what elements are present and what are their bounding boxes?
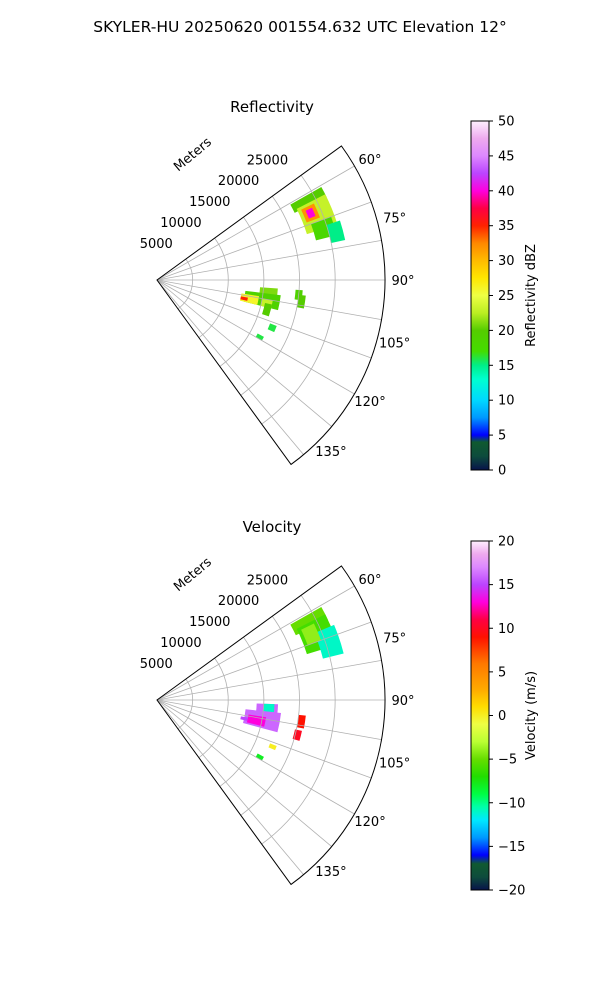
azimuth-tick-label-120: 120° [354, 395, 385, 410]
range-tick-label-5000: 5000 [140, 657, 173, 672]
azimuth-tick-label-105: 105° [379, 337, 410, 352]
azimuth-tick-label-135: 135° [315, 865, 346, 880]
colorbar-label: Velocity (m/s) [524, 671, 539, 760]
colorbar-tick-label: 15 [498, 359, 515, 374]
colorbar-tick-label: 35 [498, 219, 515, 234]
colorbar [470, 120, 490, 471]
colorbar-tick-label: −5 [498, 753, 517, 768]
azimuth-tick-label-120: 120° [354, 815, 385, 830]
range-tick-label-25000: 25000 [247, 153, 288, 168]
azimuth-tick-label-105: 105° [379, 757, 410, 772]
panel-title: Velocity [243, 518, 302, 536]
range-tick-label-15000: 15000 [189, 195, 230, 210]
colorbar-tick-label: 20 [498, 324, 515, 339]
echo-cell-11 [268, 743, 277, 751]
echo-cell-10 [292, 729, 302, 741]
azimuth-tick-label-75: 75° [383, 211, 406, 226]
azimuth-spoke-110 [156, 279, 372, 359]
colorbar-tick-label: 15 [498, 578, 515, 593]
azimuth-tick-label-60: 60° [359, 573, 382, 588]
range-ring-10000 [198, 657, 229, 758]
colorbar-tick-label: 5 [498, 429, 506, 444]
colorbar-tick-label: 10 [498, 394, 515, 409]
azimuth-spoke-120 [156, 699, 355, 815]
colorbar-tick-label: 0 [498, 464, 506, 479]
azimuth-spoke-110 [156, 699, 372, 779]
reflectivity-panel: Reflectivity 5000 10000 15000 20000 25000 Mete… [140, 98, 539, 479]
range-axis-label: Meters [171, 135, 215, 175]
range-tick-label-15000: 15000 [189, 615, 230, 630]
colorbar-tick-label: 25 [498, 289, 515, 304]
range-ring-20000 [240, 196, 300, 396]
azimuth-spoke-60 [156, 165, 355, 281]
colorbar-label: Reflectivity dBZ [524, 244, 539, 347]
colorbar-tick-label: 40 [498, 184, 515, 199]
azimuth-spoke-130 [156, 699, 332, 847]
panel-title: Reflectivity [230, 98, 314, 116]
colorbar-tick-label: 30 [498, 254, 515, 269]
echo-cell-8 [240, 716, 248, 721]
colorbar-tick-label: 45 [498, 149, 515, 164]
colorbar-tick-label: 0 [498, 709, 506, 724]
colorbar-tick-label: −20 [498, 884, 525, 899]
range-tick-label-10000: 10000 [160, 636, 201, 651]
azimuth-tick-label-135: 135° [315, 445, 346, 460]
range-axis-label: Meters [171, 555, 215, 595]
azimuth-spoke-120 [156, 279, 355, 395]
echo-cell-5 [263, 703, 275, 713]
echo-cell-15 [255, 333, 264, 341]
azimuth-spoke-80 [156, 660, 382, 701]
echo-cell-2 [314, 624, 344, 659]
range-ring-25000 [261, 175, 336, 425]
colorbar-tick-label: 10 [498, 622, 515, 637]
range-tick-label-5000: 5000 [140, 237, 173, 252]
range-ring-10000 [198, 237, 229, 338]
sector-frame [156, 145, 386, 466]
azimuth-spoke-70 [156, 201, 372, 281]
echo-cell-0 [290, 187, 327, 213]
range-ring-15000 [219, 636, 265, 787]
echo-cell-3 [301, 623, 322, 646]
colorbar-tick-label: −15 [498, 840, 525, 855]
range-ring-25000 [261, 595, 336, 845]
echo-cell-14 [267, 323, 277, 333]
azimuth-spoke-140 [156, 279, 304, 455]
echo-cell-8 [239, 293, 260, 305]
colorbar-tick-label: −10 [498, 796, 525, 811]
sector-frame [156, 565, 386, 886]
azimuth-spoke-100 [156, 279, 382, 320]
colorbar-tick-label: 50 [498, 115, 515, 130]
azimuth-tick-label-75: 75° [383, 631, 406, 646]
echo-cell-3 [305, 207, 316, 219]
echo-cell-11 [262, 302, 272, 317]
range-tick-label-20000: 20000 [218, 594, 259, 609]
azimuth-spoke-100 [156, 699, 382, 740]
echo-cell-5 [326, 220, 346, 243]
echo-cell-9 [240, 296, 248, 301]
range-tick-label-10000: 10000 [160, 216, 201, 231]
velocity-panel: Velocity 5000 10000 15000 20000 25000 Meters 60… [140, 518, 539, 899]
azimuth-spoke-140 [156, 699, 304, 875]
range-ring-20000 [240, 616, 300, 816]
azimuth-spoke-60 [156, 585, 355, 701]
azimuth-spoke-130 [156, 279, 332, 427]
range-ring-5000 [177, 678, 194, 730]
colorbar-tick-label: 20 [498, 535, 515, 550]
azimuth-spoke-80 [156, 240, 382, 281]
echo-cell-12 [255, 753, 264, 761]
colorbar-tick-label: 5 [498, 665, 506, 680]
azimuth-tick-label-90: 90° [391, 694, 414, 709]
azimuth-tick-label-60: 60° [359, 153, 382, 168]
range-tick-label-25000: 25000 [247, 573, 288, 588]
figure-suptitle: SKYLER-HU 20250620 001554.632 UTC Elevat… [93, 18, 507, 36]
azimuth-spoke-70 [156, 621, 372, 701]
range-ring-5000 [177, 258, 194, 310]
range-tick-label-20000: 20000 [218, 174, 259, 189]
range-ring-15000 [219, 216, 265, 367]
azimuth-tick-label-90: 90° [391, 274, 414, 289]
colorbar [470, 540, 490, 891]
